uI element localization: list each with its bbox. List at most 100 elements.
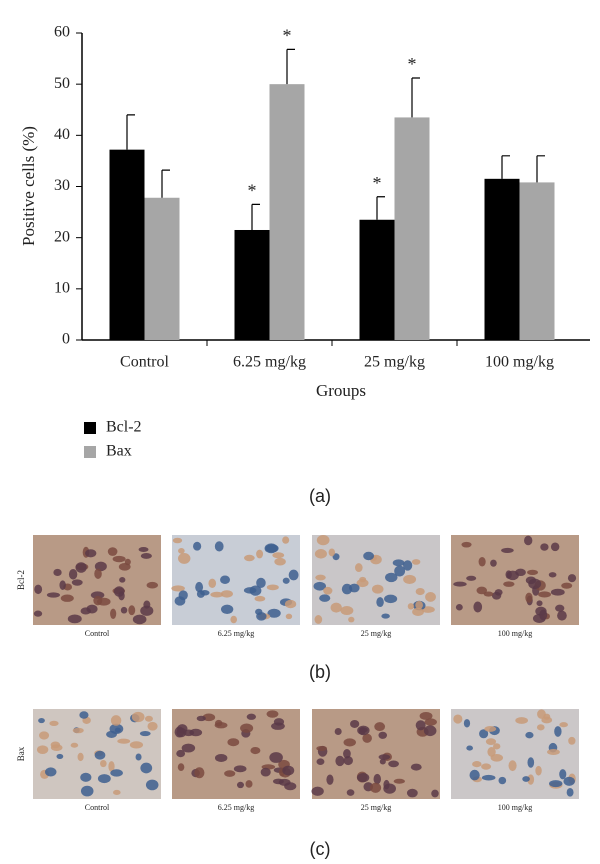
significance-marker: * xyxy=(283,25,292,45)
cell-nucleus xyxy=(80,772,92,782)
cell-nucleus xyxy=(181,743,196,753)
cell-nucleus xyxy=(94,750,106,760)
cell-nucleus xyxy=(403,574,417,584)
cell-nucleus xyxy=(45,767,57,777)
cell-nucleus xyxy=(284,599,297,609)
panel-label: (a) xyxy=(309,486,331,506)
cell-nucleus xyxy=(93,595,103,606)
cell-nucleus xyxy=(140,553,152,559)
cell-nucleus xyxy=(524,535,533,546)
cell-nucleus xyxy=(549,780,563,788)
cell-nucleus xyxy=(373,773,381,785)
cell-nucleus xyxy=(285,613,293,620)
x-tick-label: 25 mg/kg xyxy=(364,354,425,371)
cell-nucleus xyxy=(522,776,530,782)
cell-nucleus xyxy=(202,713,216,722)
cell-nucleus xyxy=(415,587,425,596)
error-bar xyxy=(536,155,545,183)
y-tick-label: 10 xyxy=(54,280,70,297)
cell-nucleus xyxy=(376,597,384,608)
cell-nucleus xyxy=(128,605,136,616)
legend-label: Bcl-2 xyxy=(106,419,142,436)
cell-nucleus xyxy=(490,753,504,762)
cell-nucleus xyxy=(503,581,515,587)
cell-nucleus xyxy=(110,608,117,619)
cell-nucleus xyxy=(343,756,353,766)
cell-nucleus xyxy=(407,603,415,610)
cell-nucleus xyxy=(419,711,433,720)
cell-nucleus xyxy=(559,722,568,728)
cell-nucleus xyxy=(403,560,413,571)
cell-nucleus xyxy=(256,577,266,588)
micrograph xyxy=(172,535,300,625)
cell-nucleus xyxy=(498,776,507,785)
cell-nucleus xyxy=(250,747,261,755)
cell-nucleus xyxy=(494,589,503,596)
cell-nucleus xyxy=(374,722,386,731)
cell-nucleus xyxy=(110,715,122,726)
cell-nucleus xyxy=(177,763,185,772)
cell-nucleus xyxy=(490,559,497,567)
cell-nucleus xyxy=(354,563,363,572)
cell-nucleus xyxy=(316,535,330,546)
cell-nucleus xyxy=(540,543,549,551)
cell-nucleus xyxy=(536,724,545,731)
cell-nucleus xyxy=(348,616,355,623)
cell-nucleus xyxy=(80,785,94,797)
cell-nucleus xyxy=(501,547,514,553)
cell-nucleus xyxy=(343,738,356,747)
cell-nucleus xyxy=(431,789,439,798)
cell-nucleus xyxy=(314,615,323,624)
cell-nucleus xyxy=(356,579,369,588)
cell-nucleus xyxy=(271,722,285,730)
bar xyxy=(394,117,430,340)
cell-nucleus xyxy=(189,728,203,737)
cell-nucleus xyxy=(473,601,483,613)
micrograph-caption: Control xyxy=(85,803,110,812)
cell-nucleus xyxy=(90,591,105,599)
cell-nucleus xyxy=(79,711,89,719)
cell-nucleus xyxy=(311,786,324,796)
cell-nucleus xyxy=(381,613,390,619)
y-tick-label: 20 xyxy=(54,228,70,245)
cell-nucleus xyxy=(370,782,382,793)
cell-nucleus xyxy=(384,594,398,604)
cell-nucleus xyxy=(423,725,437,737)
cell-nucleus xyxy=(554,726,562,737)
bar xyxy=(109,149,145,340)
cell-nucleus xyxy=(453,581,467,587)
error-bar xyxy=(501,155,510,179)
cell-nucleus xyxy=(548,572,557,578)
cell-nucleus xyxy=(146,581,159,589)
cell-nucleus xyxy=(140,762,153,774)
cell-nucleus xyxy=(412,607,424,617)
cell-nucleus xyxy=(378,731,388,739)
cell-nucleus xyxy=(108,761,115,772)
cell-nucleus xyxy=(535,765,542,776)
cell-nucleus xyxy=(461,541,472,548)
cell-nucleus xyxy=(335,755,345,767)
cell-nucleus xyxy=(274,557,286,566)
cell-nucleus xyxy=(193,541,202,551)
micrograph-caption: Control xyxy=(85,629,110,638)
cell-nucleus xyxy=(282,577,290,584)
cell-nucleus xyxy=(550,588,565,596)
cell-nucleus xyxy=(479,729,489,739)
cell-nucleus xyxy=(53,568,62,577)
cell-nucleus xyxy=(466,745,473,751)
cell-nucleus xyxy=(36,745,49,755)
cell-nucleus xyxy=(117,738,131,744)
cell-nucleus xyxy=(112,555,126,563)
row-label: Bax xyxy=(16,746,26,761)
cell-nucleus xyxy=(113,789,121,795)
cell-nucleus xyxy=(256,549,264,559)
legend-swatch xyxy=(84,446,96,458)
row-label: Bcl-2 xyxy=(16,570,26,590)
bar xyxy=(269,84,305,341)
cell-nucleus xyxy=(463,719,471,728)
cell-nucleus xyxy=(210,591,224,598)
cell-nucleus xyxy=(388,760,399,768)
panel-label: (b) xyxy=(309,662,331,682)
cell-nucleus xyxy=(284,782,297,791)
cell-nucleus xyxy=(77,752,84,762)
